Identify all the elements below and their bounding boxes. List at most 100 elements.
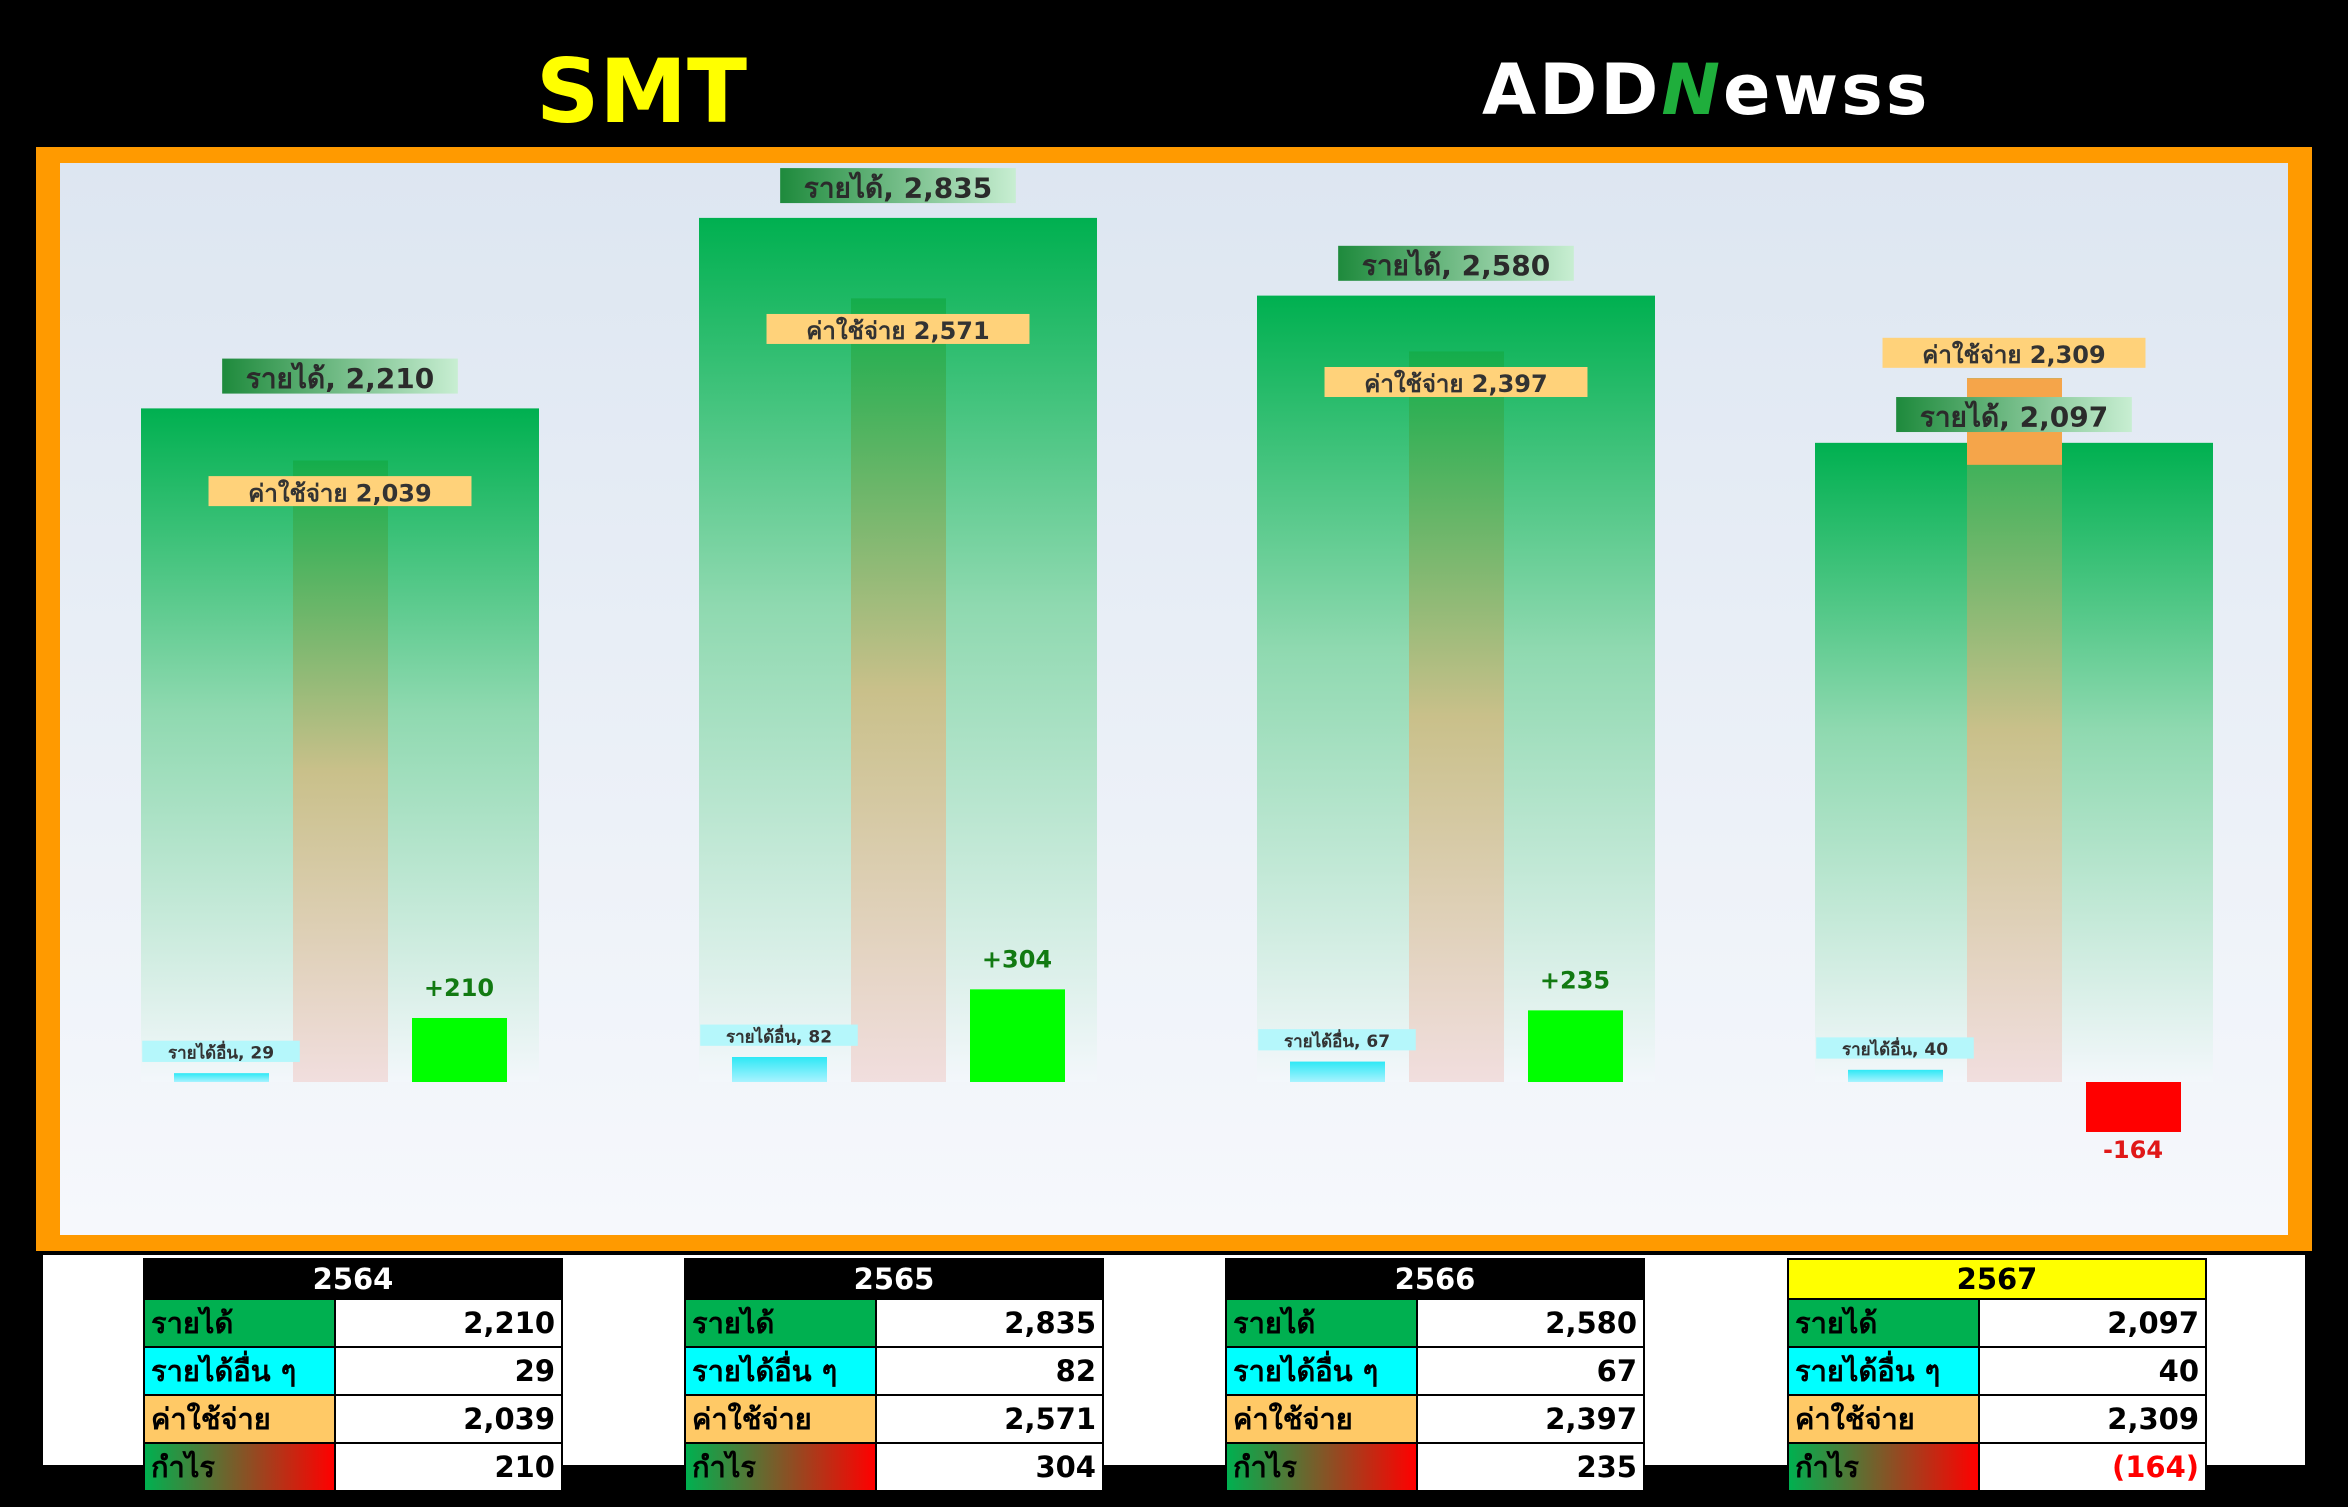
bars-layer bbox=[141, 217, 2213, 1132]
row-value: (164) bbox=[1978, 1442, 2207, 1492]
other-income-label-bg bbox=[1258, 1029, 1416, 1051]
summary-table-2567: 2567 รายได้ 2,097 รายได้อื่น ๆ 40 ค่าใช้จ่าย 2… bbox=[1787, 1258, 2207, 1492]
row-label: รายได้อื่น ๆ bbox=[143, 1346, 336, 1396]
row-value: 29 bbox=[334, 1346, 563, 1396]
table-row: ค่าใช้จ่าย 2,397 bbox=[1225, 1394, 1645, 1444]
revenue-label: รายได้, 2,210 bbox=[246, 362, 434, 395]
row-label: รายได้อื่น ๆ bbox=[1225, 1346, 1418, 1396]
revenue-label-bg bbox=[1338, 245, 1574, 281]
row-label: ค่าใช้จ่าย bbox=[143, 1394, 336, 1444]
revenue-label-bg bbox=[222, 358, 458, 394]
page-title: SMT bbox=[536, 40, 747, 143]
profit-bar bbox=[412, 1017, 507, 1082]
row-value: 2,571 bbox=[875, 1394, 1104, 1444]
other-income-label: รายได้อื่น, 82 bbox=[726, 1024, 832, 1047]
other-income-label: รายได้อื่น, 67 bbox=[1284, 1029, 1390, 1052]
expense-bar bbox=[1967, 378, 2062, 1082]
row-label: กำไร bbox=[143, 1442, 336, 1492]
revenue-label: รายได้, 2,835 bbox=[804, 171, 992, 204]
expense-label-bg bbox=[766, 313, 1030, 344]
profit-bar bbox=[970, 989, 1065, 1082]
summary-table-2566: 2566 รายได้ 2,580 รายได้อื่น ๆ 67 ค่าใช้จ่าย 2… bbox=[1225, 1258, 1645, 1492]
row-label: ค่าใช้จ่าย bbox=[684, 1394, 877, 1444]
other-income-label-bg bbox=[1816, 1037, 1974, 1059]
profit-bar bbox=[1528, 1010, 1623, 1082]
table-year-header: 2567 bbox=[1787, 1258, 2207, 1300]
table-row: รายได้ 2,097 bbox=[1787, 1298, 2207, 1348]
row-label: กำไร bbox=[684, 1442, 877, 1492]
expense-label: ค่าใช้จ่าย 2,309 bbox=[1922, 340, 2105, 369]
expense-bar bbox=[293, 460, 388, 1082]
table-row: รายได้ 2,580 bbox=[1225, 1298, 1645, 1348]
other-income-label-bg bbox=[700, 1024, 858, 1046]
summary-table-2565: 2565 รายได้ 2,835 รายได้อื่น ๆ 82 ค่าใช้จ่าย 2… bbox=[684, 1258, 1104, 1492]
profit-bar bbox=[2086, 1082, 2181, 1132]
chart-frame: รายได้, 2,210 ค่าใช้จ่าย 2,039 รายได้อื่น,… bbox=[36, 147, 2312, 1251]
table-year-header: 2565 bbox=[684, 1258, 1104, 1300]
other-income-label: รายได้อื่น, 40 bbox=[1842, 1037, 1948, 1060]
row-value: 210 bbox=[334, 1442, 563, 1492]
expense-bar bbox=[851, 298, 946, 1082]
row-value: 2,835 bbox=[875, 1298, 1104, 1348]
row-value: 2,580 bbox=[1416, 1298, 1645, 1348]
row-value: 82 bbox=[875, 1346, 1104, 1396]
revenue-label-bg bbox=[780, 168, 1016, 204]
expense-bar bbox=[1409, 351, 1504, 1082]
table-row: กำไร 304 bbox=[684, 1442, 1104, 1492]
row-value: 40 bbox=[1978, 1346, 2207, 1396]
row-value: 2,210 bbox=[334, 1298, 563, 1348]
tables-area: 2564 รายได้ 2,210 รายได้อื่น ๆ 29 ค่าใช้จ่าย 2… bbox=[43, 1255, 2305, 1492]
row-value: 67 bbox=[1416, 1346, 1645, 1396]
table-row: รายได้ 2,835 bbox=[684, 1298, 1104, 1348]
row-value: 2,097 bbox=[1978, 1298, 2207, 1348]
other-income-bar bbox=[1290, 1061, 1385, 1082]
expense-label: ค่าใช้จ่าย 2,039 bbox=[248, 478, 431, 507]
row-label: รายได้ bbox=[143, 1298, 336, 1348]
row-value: 2,309 bbox=[1978, 1394, 2207, 1444]
revenue-label-bg bbox=[1896, 397, 2132, 433]
table-row: กำไร 210 bbox=[143, 1442, 563, 1492]
other-income-bar bbox=[174, 1073, 269, 1082]
profit-label: +235 bbox=[1540, 966, 1610, 994]
profit-label: +304 bbox=[982, 945, 1052, 973]
row-label: กำไร bbox=[1787, 1442, 1980, 1492]
row-label: รายได้ bbox=[684, 1298, 877, 1348]
row-label: ค่าใช้จ่าย bbox=[1787, 1394, 1980, 1444]
other-income-bar bbox=[732, 1057, 827, 1082]
row-label: รายได้อื่น ๆ bbox=[1787, 1346, 1980, 1396]
table-row: รายได้ 2,210 bbox=[143, 1298, 563, 1348]
profit-label: +210 bbox=[424, 974, 494, 1002]
table-row: ค่าใช้จ่าย 2,309 bbox=[1787, 1394, 2207, 1444]
expense-label: ค่าใช้จ่าย 2,397 bbox=[1364, 369, 1547, 398]
row-label: รายได้อื่น ๆ bbox=[684, 1346, 877, 1396]
table-row: รายได้อื่น ๆ 29 bbox=[143, 1346, 563, 1396]
table-year-header: 2566 bbox=[1225, 1258, 1645, 1300]
expense-label-bg bbox=[208, 476, 472, 507]
expense-label-bg bbox=[1324, 366, 1588, 397]
table-row: รายได้อื่น ๆ 67 bbox=[1225, 1346, 1645, 1396]
table-row: กำไร 235 bbox=[1225, 1442, 1645, 1492]
row-label: รายได้ bbox=[1787, 1298, 1980, 1348]
summary-table-2564: 2564 รายได้ 2,210 รายได้อื่น ๆ 29 ค่าใช้จ่าย 2… bbox=[143, 1258, 563, 1492]
addnewss-logo: ADDNewss bbox=[1482, 49, 1931, 131]
row-value: 235 bbox=[1416, 1442, 1645, 1492]
row-value: 304 bbox=[875, 1442, 1104, 1492]
row-value: 2,039 bbox=[334, 1394, 563, 1444]
table-row: กำไร (164) bbox=[1787, 1442, 2207, 1492]
other-income-label-bg bbox=[142, 1040, 300, 1062]
financial-chart: รายได้, 2,210 ค่าใช้จ่าย 2,039 รายได้อื่น,… bbox=[60, 163, 2288, 1235]
revenue-label: รายได้, 2,580 bbox=[1362, 249, 1550, 282]
row-value: 2,397 bbox=[1416, 1394, 1645, 1444]
expense-label-bg bbox=[1882, 337, 2146, 368]
row-label: ค่าใช้จ่าย bbox=[1225, 1394, 1418, 1444]
expense-label: ค่าใช้จ่าย 2,571 bbox=[806, 316, 989, 345]
other-income-bar bbox=[1848, 1069, 1943, 1082]
table-row: รายได้อื่น ๆ 40 bbox=[1787, 1346, 2207, 1396]
row-label: รายได้ bbox=[1225, 1298, 1418, 1348]
revenue-label: รายได้, 2,097 bbox=[1920, 400, 2108, 433]
row-label: กำไร bbox=[1225, 1442, 1418, 1492]
table-year-header: 2564 bbox=[143, 1258, 563, 1300]
other-income-label: รายได้อื่น, 29 bbox=[168, 1041, 274, 1064]
table-row: ค่าใช้จ่าย 2,571 bbox=[684, 1394, 1104, 1444]
table-row: ค่าใช้จ่าย 2,039 bbox=[143, 1394, 563, 1444]
